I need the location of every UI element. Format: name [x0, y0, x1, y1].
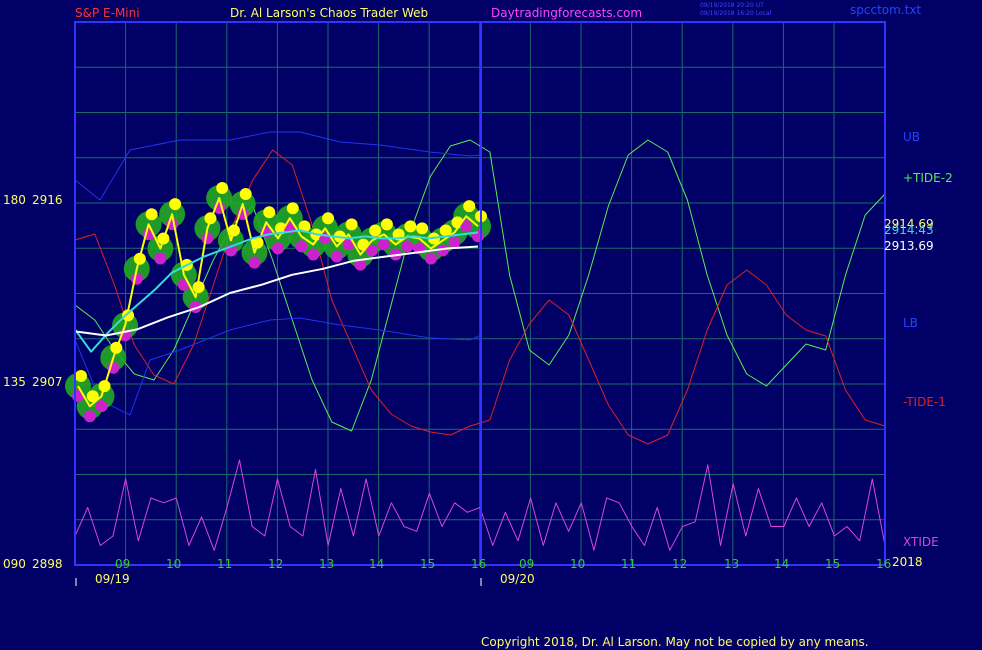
hour-label: 09	[519, 557, 534, 571]
high-dot	[439, 224, 452, 237]
hour-label: 13	[724, 557, 739, 571]
hour-label: 16	[471, 557, 486, 571]
low-dot	[424, 252, 437, 265]
hour-label: 12	[672, 557, 687, 571]
high-dot	[145, 208, 158, 221]
date-label-day2: 09/20	[500, 572, 535, 586]
symbol-title: S&P E-Mini	[75, 6, 140, 20]
timestamp-utc: 09/19/2018 20:20 UT	[700, 2, 764, 9]
last-price-yellow: 2914.69	[884, 217, 934, 231]
phase-tick-135: 135	[3, 375, 26, 389]
high-dot	[416, 222, 429, 235]
low-dot	[307, 248, 320, 261]
hour-label: 13	[319, 557, 334, 571]
high-dot	[345, 218, 358, 231]
high-dot	[263, 206, 276, 219]
price-tick-2898: 2898	[32, 557, 63, 571]
timestamp-local: 09/19/2018 16:20 Local	[700, 10, 772, 17]
high-dot	[86, 390, 99, 403]
hour-label: 09	[115, 557, 130, 571]
smoothed-line	[74, 229, 479, 353]
low-dot	[154, 252, 167, 265]
last-price-cyan: 2914.43	[884, 223, 934, 237]
high-dot	[322, 212, 335, 225]
hour-label: 10	[166, 557, 181, 571]
high-dot	[404, 220, 417, 233]
low-dot	[83, 410, 96, 423]
high-dot	[75, 370, 87, 383]
ub-label: UB	[903, 130, 920, 144]
high-dot	[192, 281, 205, 294]
high-dot	[380, 218, 393, 231]
hour-label: 11	[217, 557, 232, 571]
low-dot	[295, 240, 308, 253]
hour-label: 10	[570, 557, 585, 571]
last-price-white: 2913.69	[884, 239, 934, 253]
tide2-label: +TIDE-2	[903, 171, 953, 185]
low-dot	[401, 240, 414, 253]
site-title: Dr. Al Larson's Chaos Trader Web	[230, 6, 428, 20]
high-dot	[216, 181, 229, 194]
low-dot	[377, 238, 390, 251]
lb-label: LB	[903, 316, 918, 330]
hour-label: 12	[268, 557, 283, 571]
upper-band-line	[74, 131, 482, 201]
high-dot	[239, 188, 252, 201]
low-dot	[366, 244, 379, 257]
lower-band-line	[74, 317, 482, 416]
average-line	[74, 245, 479, 337]
tide1-label: -TIDE-1	[903, 395, 946, 409]
site-url[interactable]: Daytradingforecasts.com	[491, 6, 642, 20]
data-filename: spcctom.txt	[850, 3, 921, 17]
high-dot	[275, 222, 287, 235]
copyright-notice: Copyright 2018, Dr. Al Larson. May not b…	[481, 635, 869, 649]
low-dot	[448, 236, 461, 249]
date-label-day1: 09/19	[95, 572, 130, 586]
hour-label: 11	[621, 557, 636, 571]
phase-tick-090: 090	[3, 557, 26, 571]
high-dot	[286, 202, 299, 215]
low-dot	[436, 244, 449, 257]
high-dot	[369, 224, 382, 237]
price-tick-2916: 2916	[32, 193, 63, 207]
chart-frame	[74, 21, 886, 586]
xtide-label: XTIDE	[903, 535, 939, 549]
high-dot	[298, 220, 311, 233]
hour-label: 14	[774, 557, 789, 571]
low-dot	[95, 400, 108, 413]
low-dot	[248, 256, 261, 269]
low-dot	[272, 242, 284, 255]
low-dot	[354, 258, 367, 271]
hour-label: 14	[369, 557, 384, 571]
low-dot	[130, 272, 143, 285]
low-dot	[460, 220, 473, 233]
chart-series	[65, 131, 886, 551]
phase-tick-180: 180	[3, 193, 26, 207]
price-tick-2907: 2907	[32, 375, 63, 389]
hour-label: 15	[825, 557, 840, 571]
hour-label: 16	[876, 557, 891, 571]
high-dot	[169, 198, 182, 211]
high-dot	[463, 200, 476, 213]
hour-label: 15	[420, 557, 435, 571]
low-dot	[330, 250, 343, 263]
year-label: 2018	[892, 555, 923, 569]
